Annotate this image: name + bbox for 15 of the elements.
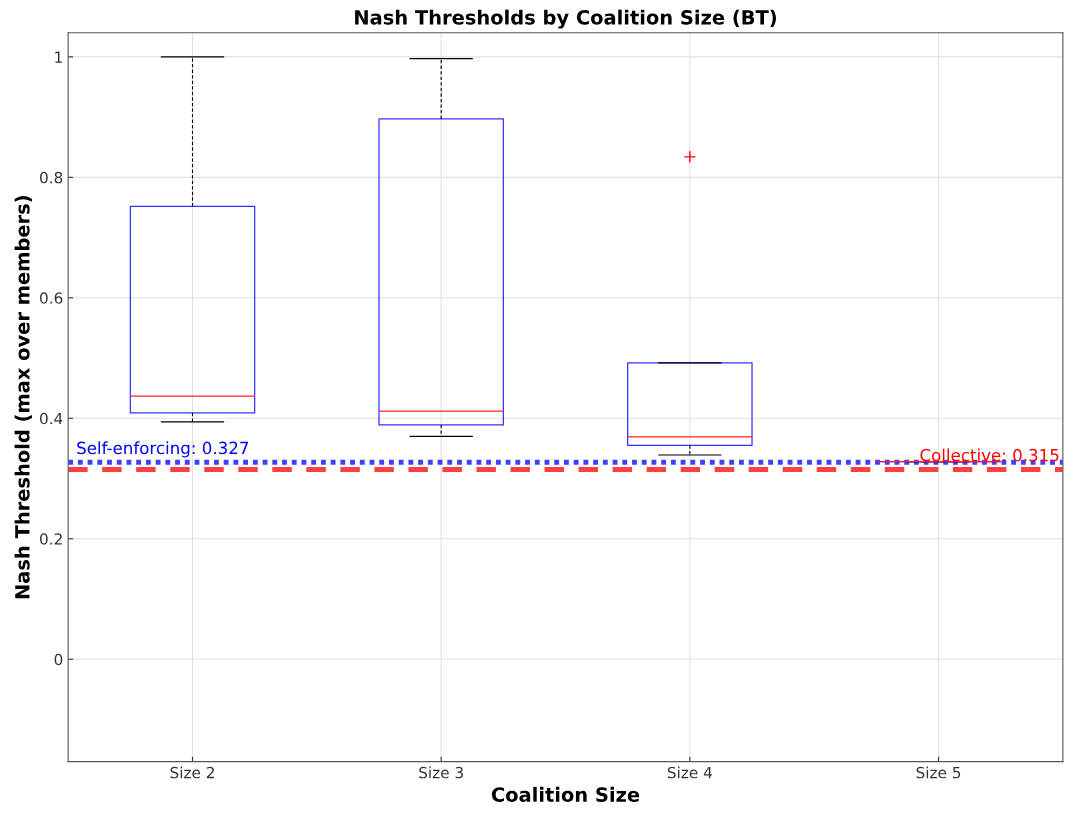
y-tick-label: 0.2 <box>40 533 62 545</box>
y-tick-label: 0 <box>54 653 63 666</box>
ref-line-label: Self-enforcing: 0.327 <box>77 441 249 458</box>
y-tick-label: 0.6 <box>40 292 63 304</box>
y-axis-title: Nash Threshold (max over members) <box>14 196 32 599</box>
chart-title: Nash Thresholds by Coalition Size (BT) <box>355 9 777 29</box>
y-tick-label: 0.4 <box>40 412 63 425</box>
y-tick-label: 0.8 <box>40 171 63 184</box>
ref-line-label: Collective: 0.315 <box>920 448 1059 462</box>
x-tick-label: Size 3 <box>419 766 463 779</box>
x-tick-label: Size 4 <box>667 766 712 779</box>
x-axis-title: Coalition Size <box>491 786 640 802</box>
y-tick-label: 1 <box>55 51 62 63</box>
x-tick-label: Size 5 <box>916 766 961 779</box>
x-tick-label: Size 2 <box>170 766 214 779</box>
